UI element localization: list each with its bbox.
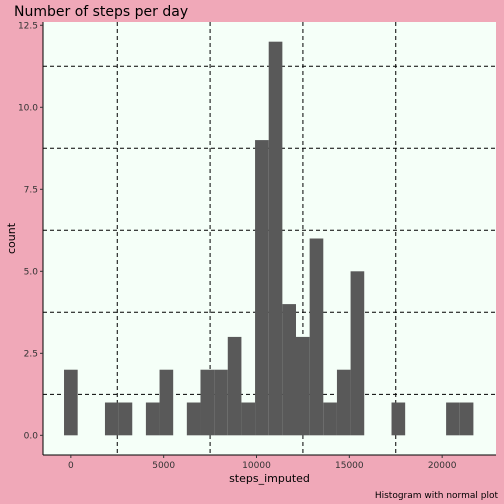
y-tick-label: 7.5 [24, 185, 38, 195]
histogram-bar [159, 369, 174, 436]
histogram-bar [459, 402, 474, 436]
x-axis-label: steps_imputed [229, 472, 310, 485]
x-tick-label: 5000 [152, 461, 175, 471]
x-tick-label: 20000 [428, 461, 457, 471]
chart-title: Number of steps per day [14, 4, 188, 20]
histogram-bar [227, 336, 242, 436]
histogram-bar [214, 369, 228, 436]
y-axis-label: count [5, 222, 18, 254]
histogram-bar [145, 402, 160, 436]
y-tick-label: 0.0 [24, 431, 39, 441]
histogram-bar [391, 402, 406, 436]
y-tick-label: 2.5 [24, 349, 38, 359]
histogram-bar [350, 271, 365, 436]
x-tick-label: 15000 [335, 461, 364, 471]
histogram-bar [104, 402, 119, 436]
chart-caption: Histogram with normal plot [375, 491, 499, 501]
histogram-bar [282, 304, 297, 436]
axes: 0.0 2.5 5.0 7.5 10.0 12.5 0 5000 10000 15000 20000 [18, 21, 496, 471]
y-tick-label: 5.0 [24, 267, 39, 277]
histogram-bar [309, 238, 324, 436]
histogram-bar [241, 402, 256, 436]
histogram-bar [268, 41, 283, 436]
x-tick-label: 0 [68, 461, 74, 471]
histogram-bars [64, 41, 474, 436]
y-tick-label: 10.0 [18, 103, 38, 113]
histogram-bar [64, 369, 78, 436]
histogram-bar [118, 402, 133, 436]
histogram-bar [186, 402, 201, 436]
histogram-bar [446, 402, 460, 436]
histogram-bar [336, 369, 351, 436]
histogram-bar [200, 369, 215, 436]
histogram-bar [255, 140, 269, 436]
y-tick-label: 12.5 [18, 21, 38, 31]
histogram-bar [296, 336, 310, 436]
x-tick-label: 10000 [242, 461, 271, 471]
histogram-bar [323, 402, 337, 436]
